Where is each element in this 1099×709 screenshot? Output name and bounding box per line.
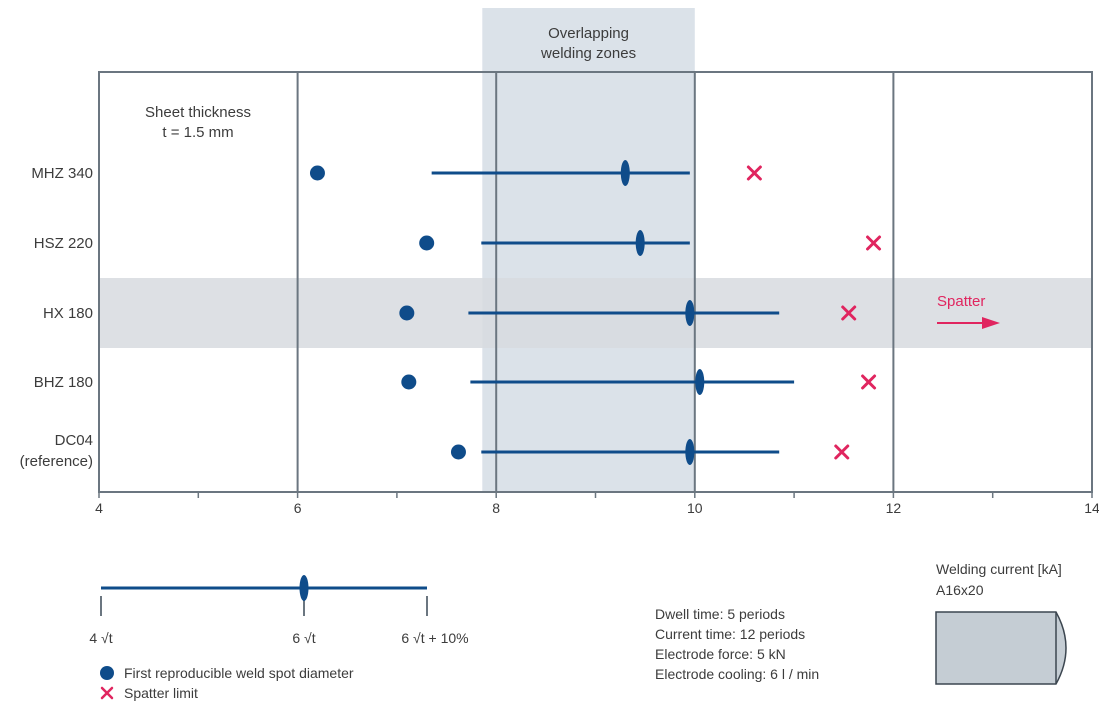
x-tick-label: 4	[95, 500, 103, 516]
category-label-line: HSZ 220	[34, 235, 93, 252]
overlap-zone	[482, 8, 695, 492]
category-label: MHZ 340	[31, 165, 93, 182]
annotations: Overlapping welding zones Sheet thickness t…	[145, 25, 1000, 329]
weld-range-mid-marker	[685, 439, 695, 465]
category-label-line: HX 180	[43, 305, 93, 322]
category-label-line: (reference)	[20, 453, 93, 470]
legend-spatter-label: Spatter limit	[124, 685, 198, 701]
condition-text: Electrode cooling: 6 l / min	[655, 666, 819, 682]
data-marks	[309, 160, 882, 465]
overlap-zone-label: Overlapping welding zones	[540, 25, 636, 62]
weld-range-mid-marker	[635, 230, 645, 256]
weld-range-mid-marker	[685, 300, 695, 326]
overlap-zone-label-line: Overlapping	[548, 25, 629, 42]
sheet-thickness-note: Sheet thickness t = 1.5 mm	[145, 104, 251, 141]
category-labels: MHZ 340 HSZ 220 HX 180 BHZ 180 DC04 (referenc…	[20, 165, 93, 470]
electrode-diagram: Welding current [kA] A16x20	[935, 561, 1067, 685]
x-tick-label: 12	[886, 500, 902, 516]
electrode-body	[935, 611, 1067, 685]
spatter-limit-point	[746, 165, 762, 181]
weld-range-mid-marker	[620, 160, 630, 186]
spatter-limit-point	[834, 444, 850, 460]
legend-mid-marker	[299, 575, 309, 601]
category-label: HX 180	[43, 305, 93, 322]
first-spot-point	[401, 374, 417, 390]
sheet-thickness-note-line: t = 1.5 mm	[162, 124, 233, 141]
condition-text: Dwell time: 5 periods	[655, 606, 785, 622]
category-label-line: BHZ 180	[34, 374, 93, 391]
x-axis-ticks: 4 6 8 10 12 14	[95, 500, 1099, 516]
x-tick-label: 14	[1084, 500, 1099, 516]
spatter-limit-point	[861, 374, 877, 390]
background-layer	[99, 8, 1092, 492]
spatter-arrow-head	[982, 317, 1000, 329]
legend-scale-label: 4 √t	[89, 630, 112, 646]
spatter-limit-point	[866, 235, 882, 251]
spatter-limit-point	[841, 305, 857, 321]
welding-conditions: Dwell time: 5 periods Current time: 12 pe…	[655, 606, 819, 682]
first-spot-point	[419, 235, 435, 251]
first-spot-point	[399, 305, 415, 321]
legend-first-spot-icon	[100, 666, 114, 680]
grid-layer	[98, 71, 1093, 498]
category-label: DC04 (reference)	[20, 432, 93, 470]
condition-text: Electrode force: 5 kN	[655, 646, 786, 662]
category-label: BHZ 180	[34, 374, 93, 391]
legend-scale-label: 6 √t + 10%	[401, 630, 468, 646]
electrode-model: A16x20	[936, 582, 984, 598]
legend: 4 √t 6 √t 6 √t + 10% First reproducible wel…	[89, 575, 469, 701]
sheet-thickness-note-line: Sheet thickness	[145, 104, 251, 121]
x-tick-label: 8	[492, 500, 500, 516]
category-label-line: MHZ 340	[31, 165, 93, 182]
category-label: HSZ 220	[34, 235, 93, 252]
spatter-arrow-label: Spatter	[937, 293, 985, 310]
legend-spatter-icon	[100, 686, 114, 700]
electrode-label: Welding current [kA]	[936, 561, 1062, 577]
overlap-zone-label-line: welding zones	[540, 45, 636, 62]
x-tick-label: 6	[294, 500, 302, 516]
legend-scale-label: 6 √t	[292, 630, 315, 646]
category-label-line: DC04	[55, 432, 93, 449]
condition-text: Current time: 12 periods	[655, 626, 805, 642]
first-spot-point	[309, 165, 325, 181]
first-spot-point	[450, 444, 466, 460]
legend-first-spot-label: First reproducible weld spot diameter	[124, 665, 354, 681]
weld-range-mid-marker	[695, 369, 705, 395]
x-tick-label: 10	[687, 500, 703, 516]
